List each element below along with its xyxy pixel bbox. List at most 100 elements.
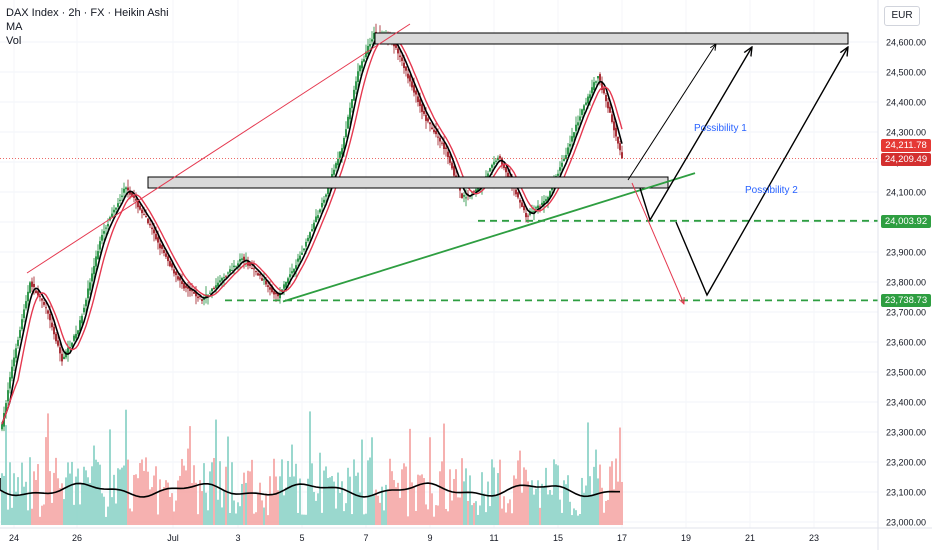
- volume-bar: [215, 419, 217, 525]
- candle-body: [259, 273, 261, 276]
- chart-drawings: [0, 23, 878, 304]
- volume-bar: [555, 464, 557, 525]
- time-axis: 24 26 Jul 3 5 7 9 11 15 17 19 21 23: [0, 527, 932, 543]
- candle-body: [189, 288, 191, 291]
- volume-bar: [43, 504, 45, 525]
- candle-body: [297, 258, 299, 262]
- volume-bar: [467, 500, 469, 525]
- candle-body: [27, 291, 29, 302]
- volume-bar: [469, 475, 471, 525]
- possibility-2-label: Possibility 2: [745, 185, 798, 196]
- candle-body: [169, 261, 171, 267]
- volume-bar: [619, 427, 621, 525]
- candle-body: [225, 276, 227, 278]
- volume-bar: [335, 508, 337, 525]
- volume-bar: [393, 480, 395, 525]
- volume-bar: [155, 466, 157, 525]
- volume-bar: [591, 494, 593, 525]
- volume-bar: [105, 516, 107, 525]
- volume-bar: [499, 459, 501, 525]
- volume-bar: [405, 466, 407, 525]
- down-arrow-red: [631, 182, 684, 304]
- candle-body: [131, 192, 133, 198]
- candle-body: [293, 268, 295, 273]
- candle-body: [193, 292, 195, 294]
- candle-body: [489, 168, 491, 172]
- volume-bar: [599, 464, 601, 525]
- volume-bar: [51, 502, 53, 525]
- candle-body: [211, 288, 213, 292]
- volume-bar: [255, 512, 257, 525]
- volume-bar: [611, 461, 613, 525]
- volume-bar: [101, 493, 103, 525]
- volume-bar: [239, 506, 241, 525]
- candle-body: [487, 173, 489, 177]
- volume-bar: [71, 461, 73, 525]
- volume-bar: [387, 489, 389, 525]
- candle-body: [177, 276, 179, 280]
- volume-bar: [603, 512, 605, 525]
- volume-bar: [185, 470, 187, 525]
- candle-body: [581, 109, 583, 116]
- candle-body: [93, 266, 95, 275]
- candle-body: [337, 158, 339, 166]
- candle-body: [97, 251, 99, 260]
- volume-bar: [343, 511, 345, 525]
- y-tick-label: 23,600.00: [886, 338, 926, 348]
- volume-bar: [475, 501, 477, 525]
- volume-bar: [511, 513, 513, 525]
- candle-body: [279, 293, 281, 299]
- candle-body: [491, 164, 493, 168]
- volume-bar: [563, 480, 565, 525]
- volume-bar: [415, 510, 417, 525]
- candle-body: [343, 137, 345, 149]
- candle-body: [561, 162, 563, 167]
- volume-bar: [491, 459, 493, 525]
- candle-body: [317, 215, 319, 219]
- volume-bar: [449, 469, 451, 525]
- volume-bar: [325, 466, 327, 525]
- volume-bar: [181, 458, 183, 525]
- y-tick-label: 23,200.00: [886, 458, 926, 468]
- candle-body: [563, 158, 565, 161]
- candle-body: [165, 253, 167, 257]
- green-trendline: [282, 172, 696, 303]
- volume-bar: [17, 477, 19, 525]
- volume-bar: [545, 467, 547, 525]
- candle-body: [499, 156, 501, 159]
- candle-body: [447, 151, 449, 158]
- volume-bar: [69, 473, 71, 525]
- volume-bar: [543, 487, 545, 525]
- candle-body: [417, 96, 419, 103]
- legend-vol[interactable]: Vol: [6, 35, 22, 47]
- volume-bar: [431, 493, 433, 525]
- candle-body: [473, 191, 475, 193]
- volume-bar: [551, 494, 553, 525]
- volume-bar: [143, 470, 145, 525]
- volume-bar: [201, 491, 203, 525]
- volume-bar: [553, 459, 555, 525]
- candle-body: [257, 273, 259, 276]
- volume-bar: [487, 481, 489, 525]
- y-tick-label: 23,400.00: [886, 398, 926, 408]
- candle-body: [591, 87, 593, 94]
- volume-bar: [15, 491, 17, 525]
- x-tick-label: 24: [9, 533, 19, 543]
- candle-body: [139, 205, 141, 210]
- candle-body: [69, 346, 71, 348]
- volume-bar: [571, 515, 573, 525]
- candle-body: [587, 96, 589, 104]
- volume-bar: [77, 468, 79, 525]
- candle-body: [255, 271, 257, 273]
- candle-body: [419, 99, 421, 107]
- legend-ma[interactable]: MA: [6, 21, 23, 33]
- candle-body: [191, 290, 193, 292]
- red-trendline: [26, 23, 411, 274]
- volume-bar: [355, 475, 357, 525]
- volume-bar: [385, 484, 387, 525]
- volume-bar: [281, 459, 283, 525]
- currency-button[interactable]: EUR: [884, 6, 920, 26]
- volume-bar: [533, 494, 535, 525]
- volume-bar: [403, 463, 405, 525]
